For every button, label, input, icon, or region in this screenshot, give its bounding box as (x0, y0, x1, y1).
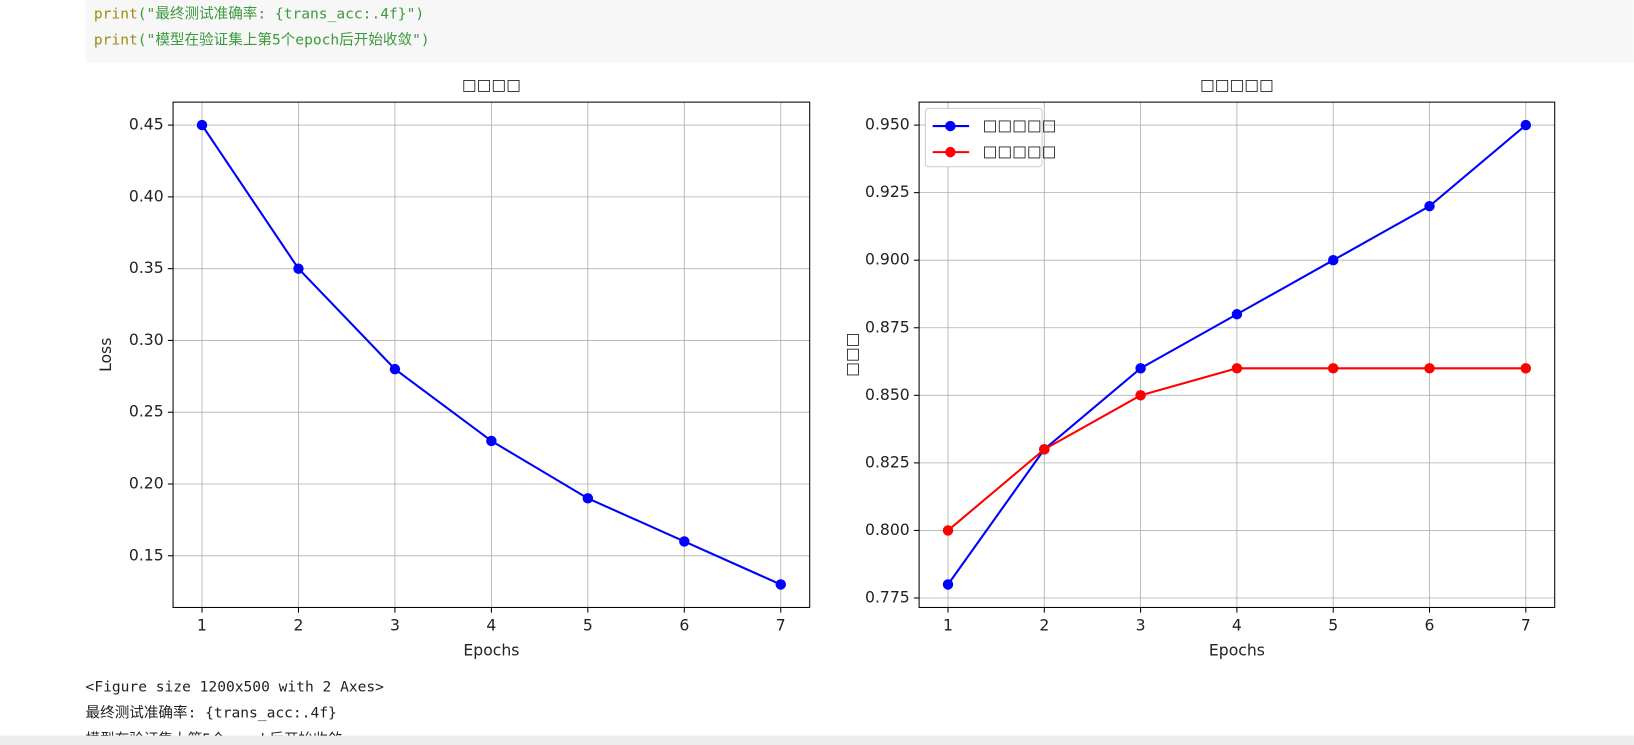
x-tick-label: 7 (776, 617, 786, 635)
x-tick-label: 1 (943, 617, 953, 635)
x-tick-label: 5 (1328, 617, 1338, 635)
x-tick-label: 2 (293, 617, 303, 635)
y-tick-label: 0.40 (129, 187, 164, 205)
data-point (196, 119, 208, 131)
data-point (582, 493, 594, 504)
y-tick-label: 0.30 (129, 331, 164, 349)
data-point (389, 363, 401, 375)
x-tick-label: 4 (1232, 617, 1242, 635)
chart-title: □□□□□ (1200, 76, 1274, 94)
output-line: 最终测试准确率: {trans_acc:.4f} (86, 705, 337, 722)
y-tick-label: 0.20 (129, 474, 164, 492)
data-point (942, 579, 954, 590)
code-cell[interactable] (85, 0, 1634, 63)
data-point (1424, 363, 1435, 374)
y-tick-label: 0.900 (865, 251, 910, 269)
code-string: ("模型在验证集上第5个epoch后开始收敛") (138, 31, 430, 49)
data-point (1135, 363, 1146, 374)
y-tick-label: 0.925 (865, 183, 910, 201)
x-tick-label: 3 (1136, 617, 1146, 635)
data-point (1520, 363, 1532, 374)
y-axis-label: Loss (97, 338, 115, 372)
plot-frame (918, 101, 1556, 608)
x-tick-label: 1 (197, 617, 207, 635)
x-tick-label: 5 (583, 617, 593, 635)
data-point (1424, 200, 1435, 212)
code-keyword: print (94, 32, 138, 49)
y-axis-label: □□□ (843, 333, 861, 377)
data-point (1520, 119, 1532, 131)
code-string: ("最终测试准确率: {trans_acc:.4f}") (138, 6, 424, 23)
data-point (1039, 444, 1050, 455)
data-point (679, 536, 690, 547)
y-tick-label: 0.875 (865, 318, 910, 336)
plot-frame (172, 101, 811, 608)
x-tick-label: 6 (1425, 617, 1435, 635)
y-tick-label: 0.800 (865, 521, 910, 539)
data-point (942, 525, 954, 536)
x-axis-label: Epochs (1209, 642, 1265, 660)
data-point (1231, 309, 1243, 320)
x-tick-label: 4 (486, 617, 496, 635)
data-point (1328, 363, 1339, 374)
x-tick-label: 3 (390, 617, 400, 635)
output-line: <Figure size 1200x500 with 2 Axes> (86, 679, 385, 696)
legend-marker (945, 146, 956, 158)
y-tick-label: 0.15 (129, 546, 164, 564)
code-keyword: print (94, 6, 138, 23)
x-axis-label: Epochs (463, 642, 519, 660)
data-point (1135, 390, 1146, 401)
y-tick-label: 0.35 (129, 259, 164, 277)
data-point (1231, 363, 1243, 374)
y-tick-label: 0.775 (865, 589, 910, 607)
data-point (486, 435, 497, 447)
y-tick-label: 0.850 (865, 386, 910, 404)
code-line: print("模型在验证集上第5个epoch后开始收敛") (94, 31, 430, 49)
x-tick-label: 7 (1521, 617, 1531, 635)
code-line: print("最终测试准确率: {trans_acc:.4f}") (94, 6, 424, 23)
scrollbar[interactable] (0, 735, 1634, 745)
chart-title: □□□□ (462, 76, 521, 94)
data-point (293, 263, 304, 274)
legend-label: □□□□□ (983, 117, 1057, 135)
y-tick-label: 0.825 (865, 453, 910, 471)
y-tick-label: 0.45 (129, 116, 164, 134)
data-point (1328, 254, 1339, 266)
legend-label: □□□□□ (983, 143, 1057, 161)
y-tick-label: 0.25 (129, 403, 164, 421)
x-tick-label: 2 (1039, 617, 1049, 635)
y-tick-label: 0.950 (865, 116, 910, 134)
data-point (775, 579, 786, 590)
legend-marker (945, 120, 956, 132)
x-tick-label: 6 (679, 617, 689, 635)
